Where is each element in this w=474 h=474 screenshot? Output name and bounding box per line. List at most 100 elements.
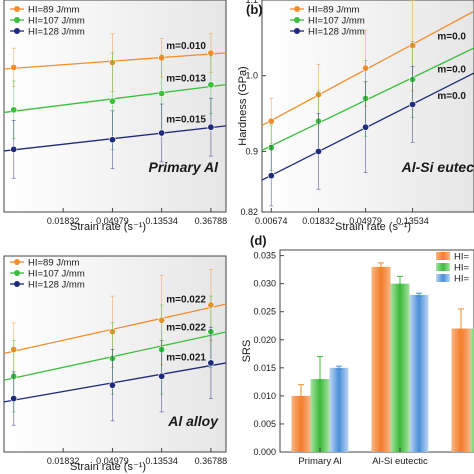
- panel-annotation: Al-Si eutec: [401, 159, 474, 175]
- bar: [451, 328, 471, 452]
- x-tick-label: 0.04979: [96, 216, 129, 226]
- panel-annotation: Primary Al: [148, 159, 219, 175]
- fit-line: [3, 84, 227, 114]
- panel-body: 0.00674 0.01832 0.04979 0.13534 0.82 0.9 1.0 1.…: [240, 0, 474, 226]
- bar: [409, 294, 429, 452]
- x-tick-label: 0.01832: [47, 456, 80, 466]
- y-tick-label: 1.1: [245, 0, 258, 5]
- panel-annotation: Al alloy: [167, 413, 219, 429]
- x-axis-label: Strain rate (s⁻¹): [70, 461, 146, 473]
- legend-swatch: [436, 274, 450, 282]
- x-tick-label: 0.04979: [96, 456, 129, 466]
- legend-marker: [14, 281, 20, 287]
- y-tick-label: 0.005: [253, 419, 276, 429]
- slope-label: m=0.0: [437, 91, 466, 102]
- y-axis-label: SRS: [241, 340, 253, 363]
- x-axis-label: Strain rate (s⁻¹): [70, 221, 146, 233]
- slope-label: m=0.022: [166, 322, 206, 333]
- plot-area: [3, 255, 227, 453]
- legend-label: HI=89 J/mm: [28, 258, 80, 269]
- data-point: [267, 117, 275, 125]
- bar: [310, 379, 330, 452]
- x-tick-label: Primary Al: [298, 456, 341, 467]
- x-tick-label: 0.36788: [195, 216, 228, 226]
- slope-label: m=0.0: [437, 65, 466, 76]
- data-point: [158, 129, 166, 137]
- x-tick-label: 0.13534: [145, 456, 178, 466]
- data-point: [10, 106, 18, 114]
- data-point: [108, 97, 116, 105]
- data-point: [158, 89, 166, 97]
- legend-marker: [294, 6, 300, 12]
- legend-label: HI=89 J/mm: [308, 5, 360, 16]
- slope-label: m=0.015: [166, 115, 206, 126]
- data-point: [207, 359, 215, 367]
- x-tick-label: 0.13534: [396, 216, 429, 226]
- legend-marker: [294, 17, 300, 23]
- bar: [390, 283, 410, 452]
- data-point: [409, 100, 417, 108]
- y-tick-label: 0.82: [240, 207, 258, 217]
- legend-label: HI=128 J/mm: [28, 27, 85, 38]
- panel-label: (d): [250, 233, 267, 248]
- x-tick-label: 0.00674: [255, 216, 288, 226]
- legend-swatch: [436, 252, 450, 260]
- slope-label: m=0.013: [166, 74, 206, 85]
- legend-label: HI=128 J/mm: [28, 280, 85, 291]
- slope-label: m=0.0: [437, 31, 466, 42]
- panel-body: 0.01832 0.04979 0.13534 0.36788 m=0.010 m=0.0…: [3, 0, 228, 226]
- x-tick-label: 0.13534: [145, 216, 178, 226]
- fit-line: [3, 362, 227, 403]
- legend-label: HI=89 J/mm: [28, 5, 80, 16]
- bar: [291, 395, 311, 452]
- data-point: [10, 395, 18, 403]
- y-tick-label: 0.035: [253, 251, 276, 261]
- data-point: [207, 49, 215, 57]
- data-point: [315, 147, 323, 155]
- legend-label: HI=: [454, 252, 470, 263]
- panel-1: 0.01832 0.04979 0.13534 0.36788 m=0.010 m=0.0…: [3, 0, 228, 233]
- legend-label: HI=128 J/mm: [308, 27, 365, 38]
- legend-label: HI=107 J/mm: [28, 269, 85, 280]
- y-tick-label: 0.9: [245, 146, 258, 156]
- x-tick-label: 0.36788: [195, 456, 228, 466]
- x-tick-label: 0.01832: [302, 216, 335, 226]
- data-point: [108, 381, 116, 389]
- data-point: [158, 372, 166, 380]
- legend-marker: [294, 28, 300, 34]
- legend-marker: [14, 259, 20, 265]
- data-point: [108, 136, 116, 144]
- panel-label: (b): [246, 2, 263, 17]
- data-point: [267, 172, 275, 180]
- data-point: [207, 81, 215, 89]
- legend-marker: [14, 17, 20, 23]
- data-point: [362, 123, 370, 131]
- panel-4: 0.000 0.005 0.010 0.015 0.020 0.025 0.030 0.035…: [241, 233, 474, 467]
- y-tick-label: 0.010: [253, 391, 276, 401]
- legend-marker: [14, 6, 20, 12]
- panel-3: 0.01832 0.04979 0.13534 0.36788 m=0.022 m=0.0…: [3, 255, 228, 473]
- slope-label: m=0.010: [166, 41, 206, 52]
- x-tick-label: 0.04979: [349, 216, 382, 226]
- legend-label: HI=: [454, 274, 470, 285]
- legend-label: HI=107 J/mm: [308, 16, 365, 27]
- x-tick-label: 0.01832: [47, 216, 80, 226]
- fit-line: [3, 303, 227, 354]
- legend-swatch: [436, 263, 450, 271]
- slope-label: m=0.021: [166, 353, 206, 364]
- panel-2: 0.00674 0.01832 0.04979 0.13534 0.82 0.9 1.0 1.…: [237, 0, 474, 233]
- legend-marker: [14, 28, 20, 34]
- x-tick-label: Al-Si eutectic: [372, 456, 428, 467]
- legend-label: HI=: [454, 263, 470, 274]
- data-point: [10, 145, 18, 153]
- y-tick-label: 0.025: [253, 307, 276, 317]
- y-tick-label: 1.0: [245, 71, 258, 81]
- y-tick-label: 0.020: [253, 335, 276, 345]
- bar: [329, 367, 349, 452]
- y-tick-label: 0.000: [253, 447, 276, 457]
- data-point: [10, 63, 18, 71]
- panel-body: 0.01832 0.04979 0.13534 0.36788 m=0.022 m=0.0…: [3, 255, 228, 466]
- data-point: [207, 123, 215, 131]
- y-tick-label: 0.030: [253, 279, 276, 289]
